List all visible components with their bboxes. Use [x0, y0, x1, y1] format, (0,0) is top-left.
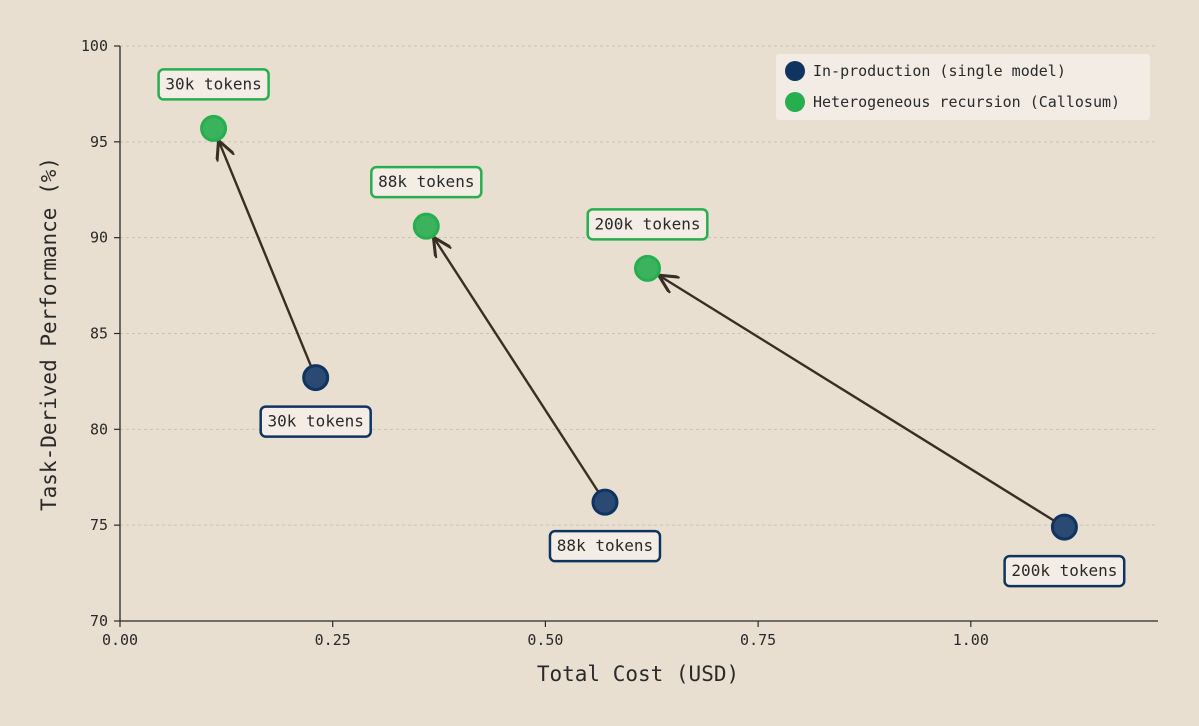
point-label: 200k tokens	[1011, 561, 1117, 580]
arrow	[219, 142, 312, 367]
legend-entry: Heterogeneous recursion (Callosum)	[813, 93, 1120, 111]
arrow	[660, 276, 1054, 522]
data-points	[200, 114, 1078, 541]
point-label-box	[548, 529, 662, 563]
y-tick-label: 95	[90, 133, 108, 151]
y-tick-label: 90	[90, 229, 108, 247]
data-point	[200, 114, 228, 142]
x-axis-label: Total Cost (USD)	[537, 662, 739, 686]
y-axis-label: Task-Derived Performance (%)	[37, 157, 61, 511]
point-label: 30k tokens	[268, 412, 364, 431]
point-label-box	[370, 165, 483, 199]
point-label-box	[586, 208, 709, 241]
data-point	[634, 254, 662, 282]
y-tick-label: 80	[90, 420, 108, 438]
point-label: 30k tokens	[165, 74, 261, 93]
x-tick-label: 0.75	[740, 631, 776, 649]
point-label: 88k tokens	[378, 172, 474, 191]
legend-marker	[785, 92, 805, 112]
data-point	[412, 212, 440, 240]
data-point	[302, 364, 330, 392]
arrows	[219, 142, 1054, 522]
point-label: 200k tokens	[595, 214, 701, 233]
point-label: 88k tokens	[557, 536, 653, 555]
point-label-box	[1003, 554, 1126, 588]
y-tick-label: 70	[90, 612, 108, 630]
legend-marker	[785, 61, 805, 81]
y-tick-label: 100	[81, 37, 108, 55]
data-point	[591, 488, 619, 516]
x-tick-label: 0.25	[315, 631, 351, 649]
x-tick-label: 0.00	[102, 631, 138, 649]
point-label-box	[259, 405, 372, 438]
arrow	[434, 239, 599, 492]
x-tick-label: 0.50	[527, 631, 563, 649]
axes: 70 75 80 85 90 95 100 0.00 0.25 0.50 0.75 1.00	[81, 37, 1158, 649]
legend-box	[776, 54, 1150, 120]
y-tick-label: 75	[90, 516, 108, 534]
point-labels: 30k tokens 88k tokens 200k tokens 30k token…	[157, 68, 1126, 588]
x-tick-label: 1.00	[953, 631, 989, 649]
data-point	[1050, 513, 1078, 541]
legend-entry: In-production (single model)	[813, 62, 1066, 80]
point-label-box	[157, 68, 270, 101]
y-tick-label: 85	[90, 325, 108, 343]
legend: In-production (single model) Heterogeneou…	[776, 54, 1150, 120]
